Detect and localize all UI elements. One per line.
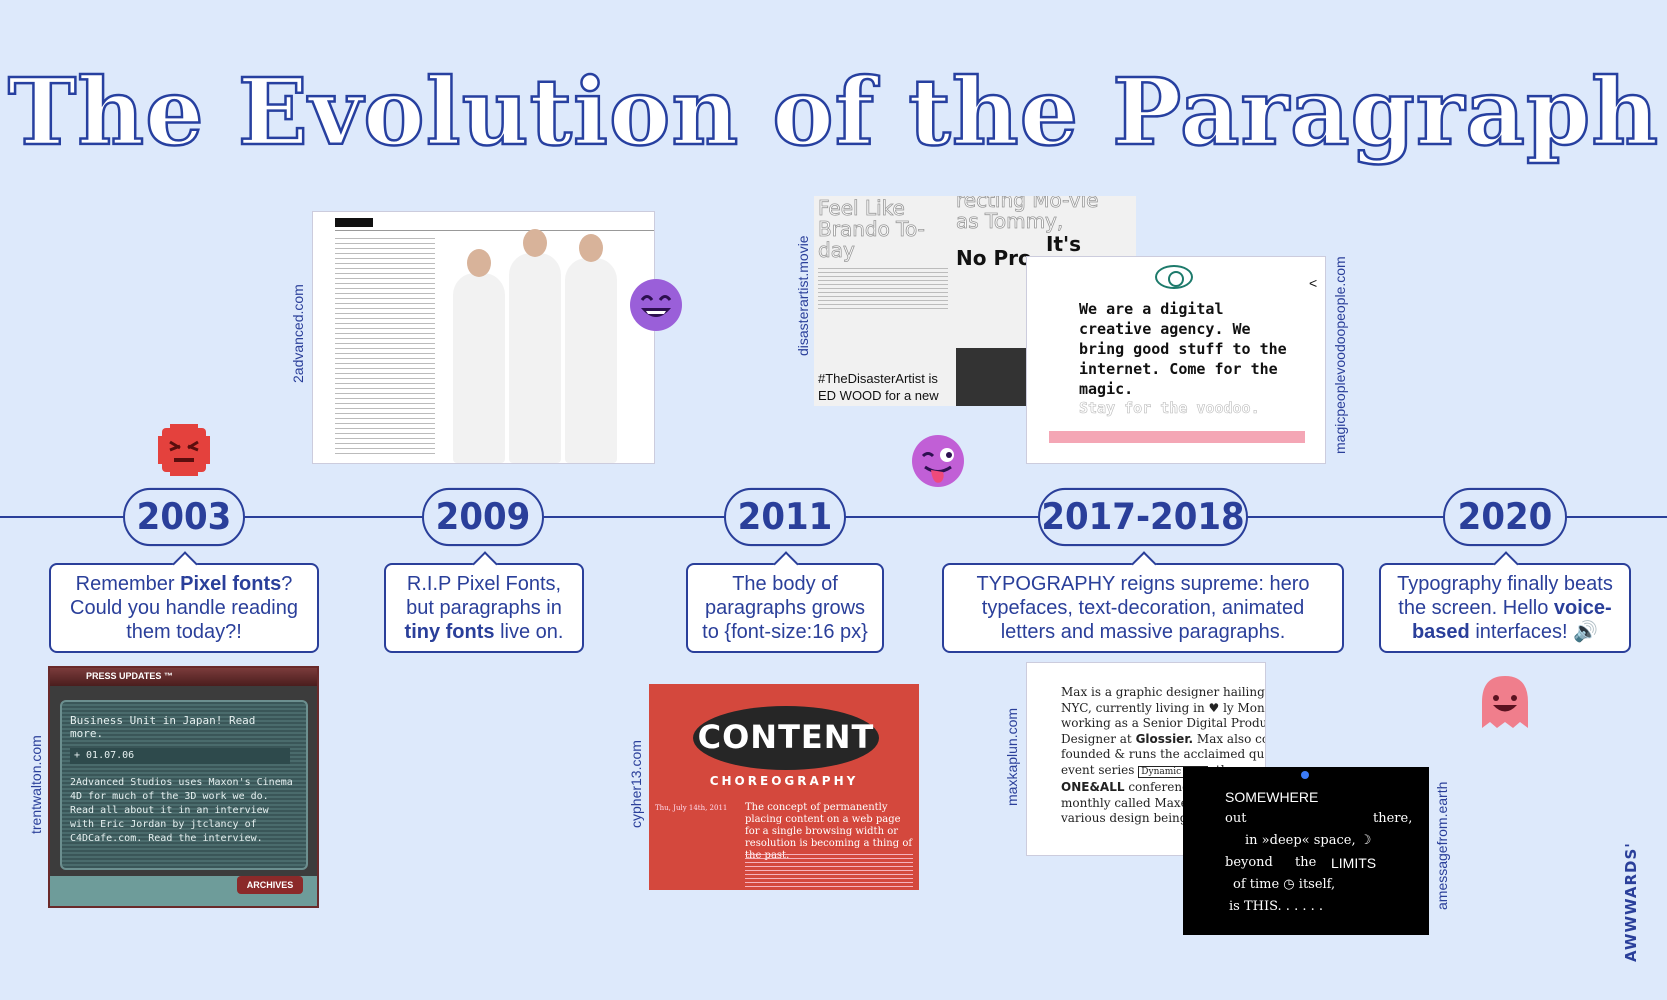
body-text-block <box>818 268 948 312</box>
person-figure <box>565 234 617 463</box>
desc-2009: R.I.P Pixel Fonts, but paragraphs in tin… <box>384 563 584 653</box>
year-2011: 2011 <box>724 487 846 547</box>
eye-icon <box>1155 265 1193 289</box>
earth-line: is THIS. . . . . . <box>1229 899 1324 914</box>
site-label-cypher13: cypher13.com <box>628 740 644 828</box>
year-2003: 2003 <box>123 487 245 547</box>
archives-button: ARCHIVES <box>237 876 303 894</box>
year-2017-2018: 2017-2018 <box>1038 487 1248 547</box>
winking-tongue-face-icon <box>912 435 964 487</box>
person-figure <box>453 249 505 463</box>
desc-2020: Typography finally beats the screen. Hel… <box>1379 563 1631 653</box>
site-label-amessagefrom: amessagefrom.earth <box>1434 781 1450 910</box>
headline-text: No Pro <box>956 246 1032 270</box>
site-label-2advanced: 2advanced.com <box>290 284 306 383</box>
earth-line: in »deep« space, ☽ <box>1245 833 1372 848</box>
person-figure <box>509 229 561 463</box>
agency-paragraph: We are a digital creative agency. We bri… <box>1079 300 1287 398</box>
subtitle: CHOREOGRAPHY <box>709 774 859 788</box>
faded-tagline: Stay for the voodoo. <box>1079 399 1260 418</box>
site-label-maxkaplun: maxkaplun.com <box>1004 707 1020 806</box>
image-thumbnail <box>956 348 1036 406</box>
earth-line: out <box>1225 811 1247 826</box>
year-2009: 2009 <box>422 487 544 547</box>
news-line: Business Unit in Japan! Read more. <box>70 714 256 740</box>
news-body: 2Advanced Studios uses Maxon's Cinema 4D… <box>70 777 293 844</box>
body-text-block <box>745 854 913 888</box>
site-label-voodoo: magicpeoplevoodoopeople.com <box>1332 256 1348 454</box>
desc-2003: Remember Pixel fonts? Could you handle r… <box>49 563 319 653</box>
page-title: The Evolution of the Paragraph <box>7 57 1660 168</box>
year-2020: 2020 <box>1443 487 1567 547</box>
news-date: + 01.07.06 <box>70 748 290 764</box>
press-header: PRESS UPDATES ™ <box>50 668 317 686</box>
pink-bar <box>1049 431 1305 443</box>
screenshot-2advanced <box>312 211 655 464</box>
hero-text: recting Mo-vie as Tommy, <box>956 196 1099 233</box>
text-column <box>335 238 435 458</box>
earth-line: of time ◷ itself, <box>1233 877 1336 892</box>
post-date: Thu, July 14th, 2011 <box>655 804 728 812</box>
desc-2011: The body of paragraphs grows to {font-si… <box>686 563 884 653</box>
blue-dot <box>1301 771 1309 779</box>
logo-blob <box>693 706 879 770</box>
pink-ghost-icon <box>1482 676 1528 728</box>
earth-line: the <box>1295 855 1317 870</box>
content-logo-text: CONTENT <box>697 718 875 756</box>
chevron-icon: < <box>1309 275 1318 291</box>
earth-line: beyond <box>1225 855 1273 870</box>
grinning-face-icon <box>630 279 682 331</box>
screenshot-cypher13: CONTENT CHOREOGRAPHY Thu, July 14th, 201… <box>649 684 919 890</box>
retro-screen: Business Unit in Japan! Read more. + 01.… <box>60 700 308 870</box>
earth-line: there, <box>1373 811 1413 826</box>
hashtag-text: #TheDisasterArtist is ED WOOD for a new <box>818 371 939 403</box>
intro-paragraph: The concept of permanently placing conte… <box>745 802 913 861</box>
screenshot-voodoo: < We are a digital creative agency. We b… <box>1026 256 1326 464</box>
logo <box>335 218 373 227</box>
earth-line: LIMITS <box>1331 855 1377 871</box>
pixel-angry-face-icon <box>158 424 210 476</box>
awwwards-logo: AWWWARDS' <box>1622 842 1640 962</box>
bio-paragraph: Max is a graphic designer hailing from N… <box>1061 685 1266 825</box>
screenshot-trentwalton: PRESS UPDATES ™ Business Unit in Japan! … <box>48 666 319 908</box>
hero-text: Feel Like Brando To-day <box>818 196 926 262</box>
site-label-trentwalton: trentwalton.com <box>28 735 44 834</box>
earth-line: SOMEWHERE <box>1225 789 1319 805</box>
screenshot-maxkaplun: Max is a graphic designer hailing from N… <box>1026 662 1266 856</box>
divider <box>335 230 654 231</box>
site-label-disasterartist: disasterartist.movie <box>795 235 811 356</box>
screenshot-amessagefrom-earth: SOMEWHERE out there, in »deep« space, ☽ … <box>1183 767 1429 935</box>
desc-2017-2018: TYPOGRAPHY reigns supreme: hero typeface… <box>942 563 1344 653</box>
headline-text: It's <box>1046 232 1082 256</box>
